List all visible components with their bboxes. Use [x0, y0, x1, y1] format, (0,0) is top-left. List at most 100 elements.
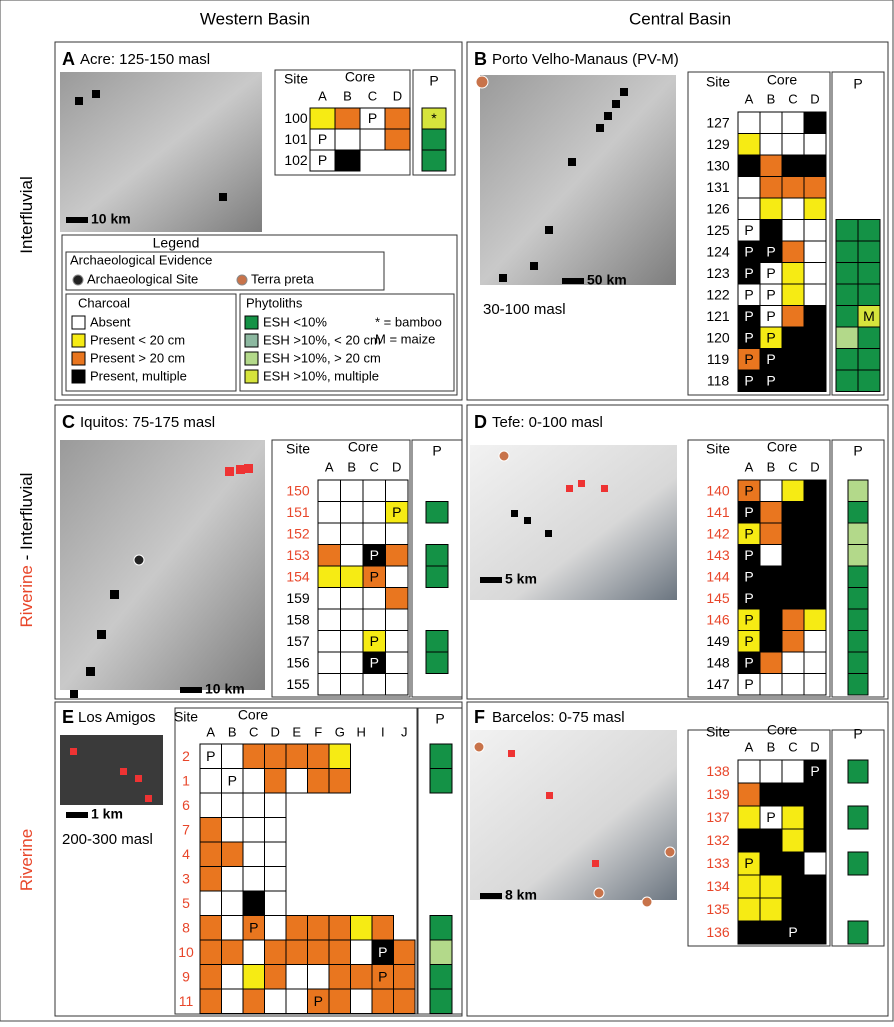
- charcoal-label: Present < 20 cm: [90, 332, 185, 347]
- core-cell: [329, 989, 351, 1014]
- site-number: 146: [706, 611, 730, 627]
- core-cell: [200, 965, 222, 990]
- site-header: Site: [706, 74, 730, 90]
- core-header: Core: [767, 439, 798, 455]
- phyto-cell: [848, 652, 868, 674]
- core-cell: [804, 588, 826, 610]
- scale-bar: [480, 893, 502, 899]
- core-cell: [341, 652, 364, 674]
- core-label: P: [766, 809, 775, 825]
- site-header: Site: [706, 724, 730, 740]
- site-number: 120: [706, 329, 730, 345]
- core-cell: [804, 898, 826, 921]
- core-label: P: [766, 308, 775, 324]
- site-number: 3: [182, 870, 190, 886]
- phyto-cell: [836, 263, 858, 285]
- core-cell: [222, 793, 244, 818]
- legend-note: * = bamboo: [375, 314, 442, 329]
- site-number: 7: [182, 821, 190, 837]
- core-cell: [782, 502, 804, 524]
- core-cell: [738, 112, 760, 134]
- map: [60, 72, 262, 232]
- phyto-cell: [858, 327, 880, 349]
- panel-title: Los Amigos: [78, 709, 156, 726]
- site-number: 157: [286, 633, 310, 649]
- core-cell: [760, 480, 782, 502]
- core-label: P: [744, 633, 753, 649]
- core-cell: [738, 829, 760, 852]
- site-number: 151: [286, 504, 310, 520]
- site-number: 145: [706, 590, 730, 606]
- core-cell: [363, 588, 386, 610]
- core-cell: [363, 609, 386, 631]
- core-label: P: [744, 855, 753, 871]
- phyto-cell: [848, 523, 868, 545]
- site-number: 131: [706, 179, 730, 195]
- core-cell: [804, 783, 826, 806]
- core-letter: C: [788, 459, 797, 474]
- phyto-cell: [426, 652, 448, 674]
- core-cell: [318, 480, 341, 502]
- core-cell: [760, 112, 782, 134]
- phytoliths-title: Phytoliths: [246, 295, 303, 310]
- site-number: 138: [706, 763, 730, 779]
- core-cell: [308, 965, 330, 990]
- site-number: 148: [706, 654, 730, 670]
- core-cell: [265, 965, 287, 990]
- core-cell: [804, 370, 826, 392]
- core-cell: [222, 916, 244, 941]
- core-cell: [760, 921, 782, 944]
- panel-letter: F: [474, 707, 485, 727]
- core-cell: [222, 842, 244, 867]
- phyto-cell: [848, 674, 868, 696]
- core-label: P: [744, 351, 753, 367]
- core-letter: D: [271, 724, 280, 739]
- core-label: P: [249, 919, 258, 935]
- core-cell: [335, 108, 360, 129]
- core-letter: D: [810, 91, 819, 106]
- core-cell: [804, 806, 826, 829]
- core-cell: [318, 502, 341, 524]
- core-cell: [782, 349, 804, 371]
- site-number: 133: [706, 855, 730, 871]
- core-cell: [286, 965, 308, 990]
- core-cell: [782, 875, 804, 898]
- phyto-cell: [430, 769, 452, 794]
- core-cell: [386, 523, 409, 545]
- site-number: 153: [286, 547, 310, 563]
- phyto-cell: [836, 284, 858, 306]
- core-letter: A: [325, 459, 334, 474]
- core-cell: [222, 891, 244, 916]
- core-cell: [329, 916, 351, 941]
- core-cell: [351, 916, 373, 941]
- core-cell: [308, 769, 330, 794]
- core-label: P: [766, 372, 775, 388]
- site-number: 122: [706, 286, 730, 302]
- core-label: P: [744, 308, 753, 324]
- site-number: 102: [284, 152, 308, 168]
- core-cell: [804, 134, 826, 156]
- core-cell: [760, 898, 782, 921]
- core-cell: [200, 842, 222, 867]
- scale-bar: [66, 812, 88, 818]
- core-cell: [804, 852, 826, 875]
- core-cell: [385, 129, 410, 150]
- core-label: P: [368, 110, 377, 126]
- panel-letter: E: [62, 707, 74, 727]
- site-number: 149: [706, 633, 730, 649]
- core-cell: [386, 609, 409, 631]
- core-cell: [782, 609, 804, 631]
- core-label: P: [370, 633, 379, 649]
- core-cell: [804, 349, 826, 371]
- site-number: 152: [286, 525, 310, 541]
- site-number: 5: [182, 895, 190, 911]
- core-cell: [318, 588, 341, 610]
- core-label: P: [744, 547, 753, 563]
- core-label: P: [766, 243, 775, 259]
- core-cell: [782, 220, 804, 242]
- site-number: 129: [706, 136, 730, 152]
- core-cell: [318, 523, 341, 545]
- site-number: 147: [706, 676, 730, 692]
- core-cell: [200, 940, 222, 965]
- core-cell: [318, 652, 341, 674]
